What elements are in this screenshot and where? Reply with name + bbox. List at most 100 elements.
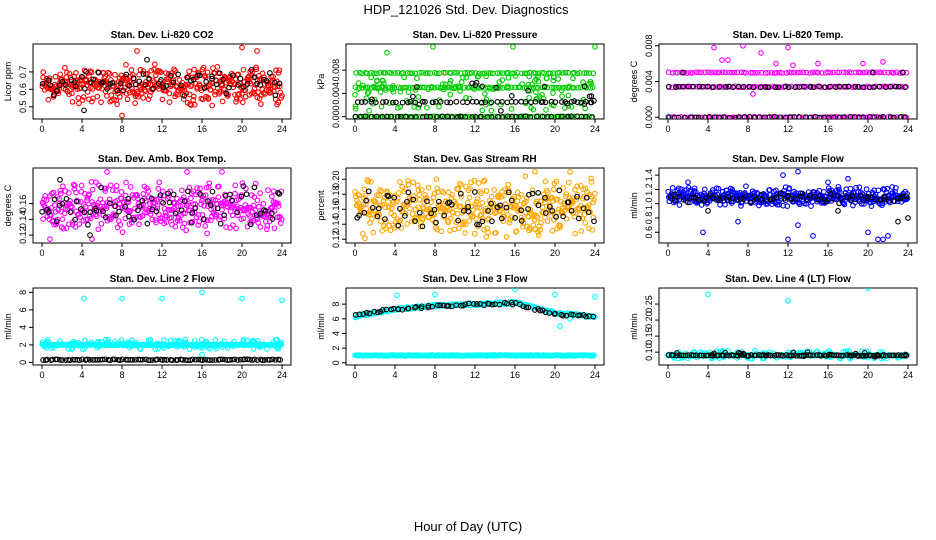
black-point	[856, 114, 863, 119]
orange-point	[485, 229, 492, 236]
black-point	[474, 301, 480, 307]
black-point	[130, 75, 137, 82]
x-tick-label: 16	[197, 124, 207, 134]
green-point	[474, 73, 481, 80]
red-point	[239, 99, 246, 106]
magenta-point	[890, 70, 897, 76]
black-point	[220, 76, 227, 83]
black-point	[838, 352, 845, 359]
y-axis-label: ml/min	[629, 192, 639, 219]
cyan-point	[212, 337, 219, 343]
cyan-point	[847, 355, 854, 362]
black-point	[469, 114, 475, 119]
magenta-point	[857, 69, 864, 76]
blue-point	[885, 233, 891, 239]
y-axis-label: percent	[316, 190, 326, 221]
black-point	[508, 93, 515, 99]
green-point	[461, 84, 468, 91]
blue-point	[847, 185, 854, 192]
magenta-point	[168, 214, 175, 221]
cyan-point	[172, 338, 179, 344]
orange-point	[391, 212, 397, 219]
x-tick-label: 12	[470, 248, 480, 258]
orange-point	[407, 205, 413, 212]
black-point	[140, 71, 147, 77]
red-point	[166, 90, 173, 97]
cyan-point	[102, 336, 109, 343]
x-tick-label: 24	[903, 370, 913, 380]
black-point	[582, 113, 589, 119]
black-point	[788, 195, 795, 202]
magenta-point	[134, 192, 140, 199]
x-tick-label: 12	[470, 124, 480, 134]
green-point	[476, 70, 482, 77]
cyan-point	[233, 341, 240, 348]
cyan-point	[44, 339, 51, 346]
magenta-point	[885, 69, 892, 76]
black-point	[383, 99, 389, 105]
black-point	[388, 113, 394, 119]
black-point	[552, 310, 558, 317]
orange-point	[360, 230, 366, 237]
black-point	[485, 208, 491, 214]
points	[39, 44, 285, 119]
orange-point	[462, 230, 468, 236]
magenta-point	[76, 211, 82, 218]
cyan-point	[65, 346, 72, 352]
magenta-point	[123, 179, 129, 186]
black-point	[804, 196, 810, 203]
green-point	[419, 69, 425, 76]
black-point	[412, 218, 418, 224]
black-point	[587, 99, 594, 106]
black-point	[269, 356, 276, 363]
black-point	[402, 213, 408, 219]
black-point	[360, 311, 367, 317]
black-point	[234, 209, 240, 216]
green-point	[571, 69, 577, 76]
x-tick-label: 20	[550, 248, 560, 258]
black-point	[756, 114, 763, 119]
black-point	[175, 71, 181, 78]
magenta-point	[750, 91, 756, 97]
green-point	[466, 84, 473, 91]
red-point	[180, 96, 187, 102]
black-point	[247, 221, 254, 228]
black-point	[553, 214, 559, 220]
red-point	[275, 69, 282, 76]
magenta-point	[866, 69, 873, 76]
green-point	[447, 78, 454, 84]
black-point	[189, 209, 196, 216]
green-point	[528, 104, 534, 111]
black-point	[528, 99, 534, 106]
black-point	[429, 99, 436, 106]
black-point	[120, 87, 127, 94]
green-point	[390, 83, 396, 89]
orange-point	[538, 219, 544, 226]
magenta-point	[864, 83, 870, 90]
black-point	[880, 113, 886, 119]
black-point	[810, 84, 817, 91]
green-point	[551, 114, 558, 119]
orange-point	[573, 196, 580, 203]
panel-title: Stan. Dev. Sample Flow	[732, 154, 844, 165]
x-tick-label: 24	[277, 248, 287, 258]
black-point	[374, 309, 381, 316]
magenta-point	[861, 69, 867, 76]
orange-point	[578, 228, 585, 234]
magenta-point	[93, 179, 99, 186]
red-point	[85, 73, 92, 79]
orange-point	[475, 180, 482, 186]
x-tick-label: 20	[863, 124, 873, 134]
magenta-point	[40, 216, 46, 222]
x-tick-label: 8	[745, 124, 750, 134]
orange-point	[483, 187, 490, 194]
black-point	[405, 99, 411, 106]
black-point	[455, 114, 461, 119]
cyan-point	[68, 346, 75, 352]
green-point	[479, 107, 486, 114]
y-tick-label: 0.5	[18, 101, 28, 114]
magenta-point	[158, 198, 165, 205]
blue-point	[774, 201, 781, 208]
orange-point	[503, 233, 510, 240]
black-point	[799, 190, 806, 197]
